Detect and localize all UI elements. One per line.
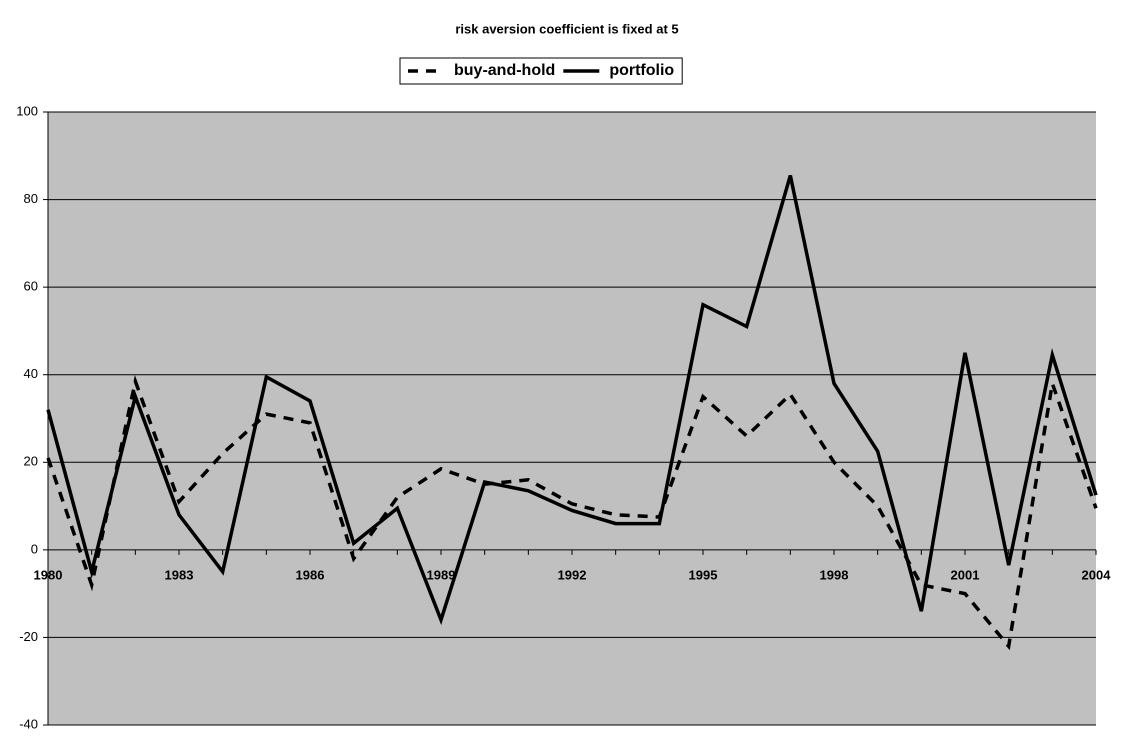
x-tick-label: 1989 (427, 567, 456, 582)
x-tick-label: 2004 (1082, 567, 1112, 582)
x-tick-label: 1998 (820, 567, 849, 582)
y-tick-label: -40 (19, 716, 38, 731)
legend-box (399, 57, 683, 85)
x-tick-label: 1995 (689, 567, 718, 582)
legend-label: buy-and-hold (454, 62, 555, 79)
x-tick-label: 1992 (558, 567, 587, 582)
y-tick-label: 40 (24, 366, 38, 381)
x-tick-label: 2001 (951, 567, 980, 582)
plot-area (48, 112, 1096, 725)
y-tick-label: 80 (24, 191, 38, 206)
line-series (46, 175, 1098, 626)
x-tick-label: 1983 (165, 567, 194, 582)
x-tick-label: 1986 (296, 567, 325, 582)
x-tick-label: 1980 (34, 567, 63, 582)
line-series (46, 374, 1098, 651)
y-tick-label: 20 (24, 454, 38, 469)
y-tick-label: -20 (19, 629, 38, 644)
chart-title: risk aversion coefficient is fixed at 5 (455, 21, 678, 36)
legend-label: portfolio (609, 62, 674, 79)
y-tick-label: 100 (16, 103, 38, 118)
y-tick-label: 0 (31, 541, 38, 556)
y-tick-label: 60 (24, 279, 38, 294)
